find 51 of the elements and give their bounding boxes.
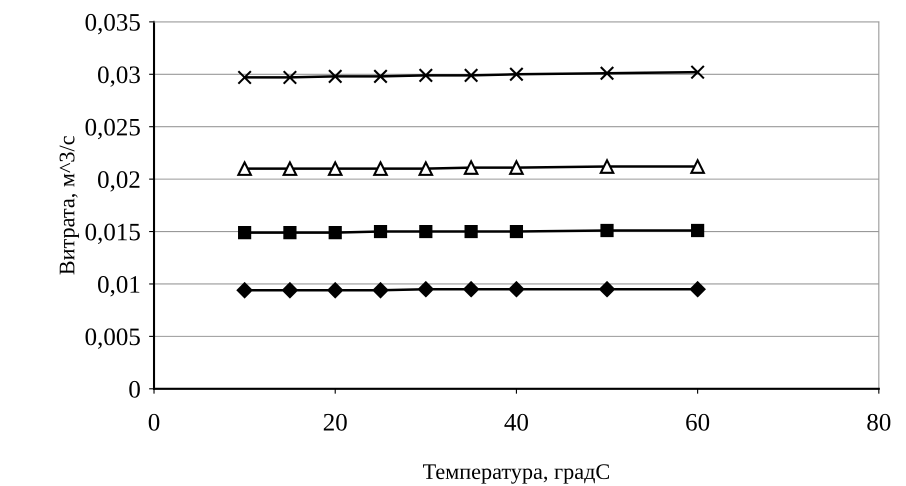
point [238, 226, 252, 240]
point [509, 66, 524, 82]
point [464, 224, 478, 238]
point [418, 161, 434, 176]
point [328, 69, 343, 84]
point [508, 281, 524, 298]
point [328, 226, 342, 240]
y-tick-label: 0,03 [98, 66, 140, 87]
point [372, 282, 388, 298]
y-tick-label: 0,01 [98, 276, 140, 296]
x-tick-label: 80 [867, 414, 890, 431]
x-tick-label: 0 [148, 414, 160, 431]
x-axis-title: Температура, градС [423, 464, 610, 484]
y-tick-label: 0,02 [98, 171, 140, 192]
point [464, 68, 478, 83]
x-tick-label: 40 [504, 414, 528, 431]
point [282, 161, 298, 176]
point [373, 69, 388, 84]
point [282, 282, 298, 298]
point [463, 281, 480, 298]
point [600, 66, 614, 81]
point [464, 160, 478, 175]
point [283, 226, 297, 240]
point [237, 70, 252, 85]
y-axis-title: Витрата, м^3/с [60, 136, 80, 275]
point [600, 159, 614, 174]
point [418, 281, 434, 298]
y-tick-label: 0,025 [86, 118, 140, 140]
point [418, 68, 434, 83]
y-tick-label: 0,015 [86, 224, 140, 244]
point [282, 70, 298, 85]
point [690, 281, 706, 298]
point [373, 161, 388, 176]
y-tick-label: 0,005 [86, 328, 140, 349]
point [599, 281, 615, 298]
x-tick-label: 20 [324, 414, 347, 431]
point [374, 224, 388, 238]
point [600, 224, 614, 238]
point [328, 161, 343, 176]
point [690, 159, 705, 174]
point [691, 224, 704, 238]
point [327, 282, 344, 298]
point [419, 224, 432, 238]
point [236, 282, 253, 298]
point [509, 160, 524, 175]
point [237, 161, 252, 176]
x-tick-label: 60 [686, 414, 710, 431]
y-tick-label: 0,035 [86, 14, 140, 34]
y-tick-label: 0 [129, 380, 140, 398]
point [510, 224, 524, 238]
point [690, 64, 705, 80]
